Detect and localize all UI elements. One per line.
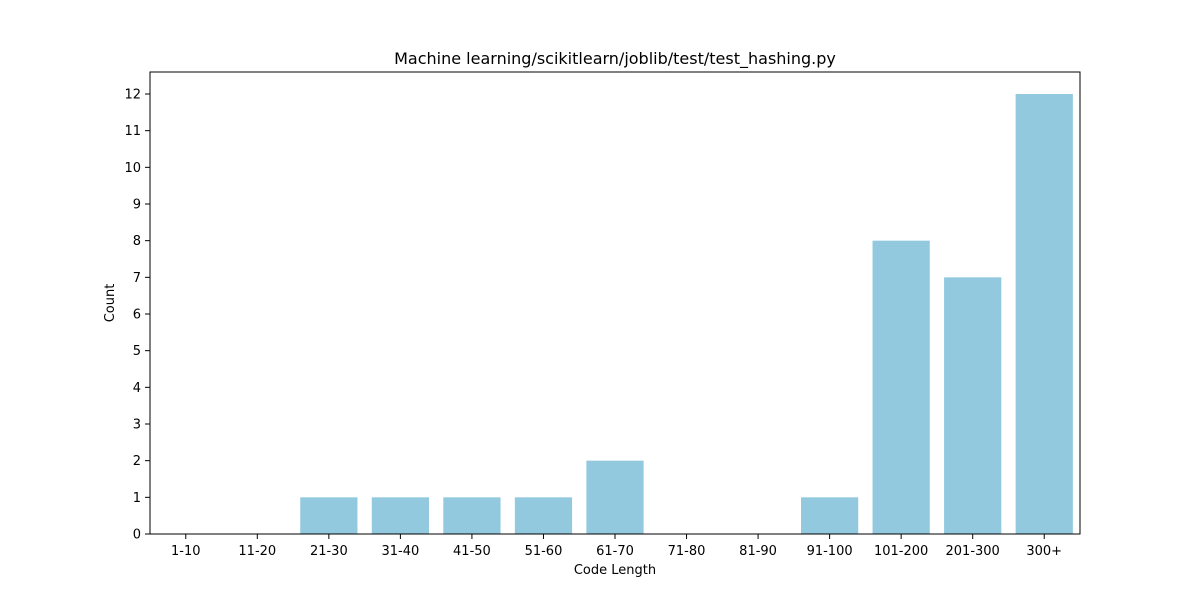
x-tick-label: 41-50 bbox=[453, 544, 491, 559]
x-tick-label: 21-30 bbox=[310, 544, 348, 559]
y-tick-label: 8 bbox=[133, 234, 141, 249]
x-axis: 1-10 11-20 21-30 31-40 41-50 51-60 61-70 71-80 8… bbox=[171, 534, 1062, 559]
x-tick-label: 11-20 bbox=[238, 544, 276, 559]
x-tick-label: 1-10 bbox=[171, 544, 201, 559]
y-tick-label: 2 bbox=[133, 454, 141, 469]
bar-101-200 bbox=[872, 240, 930, 535]
y-tick-label: 0 bbox=[133, 528, 141, 543]
x-tick-label: 61-70 bbox=[596, 544, 634, 559]
x-tick-label: 91-100 bbox=[807, 544, 853, 559]
chart-title: Machine learning/scikitlearn/joblib/test… bbox=[394, 49, 836, 69]
bar-300+ bbox=[1015, 94, 1073, 534]
bar-91-100 bbox=[801, 497, 859, 534]
x-tick-label: 101-200 bbox=[874, 544, 928, 559]
x-tick-label: 51-60 bbox=[525, 544, 563, 559]
bar-41-50 bbox=[443, 497, 501, 534]
x-tick-label: 201-300 bbox=[946, 544, 1000, 559]
x-axis-title: Code Length bbox=[574, 563, 656, 578]
x-tick-label: 300+ bbox=[1026, 544, 1062, 559]
y-tick-label: 3 bbox=[133, 418, 141, 433]
bar-51-60 bbox=[514, 497, 573, 534]
y-tick-label: 11 bbox=[124, 124, 141, 139]
bar-61-70 bbox=[586, 460, 644, 534]
y-tick-label: 6 bbox=[133, 308, 141, 323]
y-tick-label: 4 bbox=[133, 381, 141, 396]
bars-group bbox=[300, 94, 1073, 535]
x-tick-label: 81-90 bbox=[739, 544, 777, 559]
x-tick-label: 31-40 bbox=[381, 544, 419, 559]
y-tick-label: 9 bbox=[133, 198, 141, 213]
bar-21-30 bbox=[300, 497, 358, 534]
y-tick-label: 1 bbox=[133, 491, 141, 506]
bar-201-300 bbox=[944, 277, 1002, 534]
y-tick-label: 5 bbox=[133, 344, 141, 359]
bar-31-40 bbox=[371, 497, 429, 534]
y-tick-label: 7 bbox=[133, 271, 141, 286]
y-tick-label: 12 bbox=[124, 88, 141, 103]
y-tick-label: 10 bbox=[124, 161, 141, 176]
x-tick-label: 71-80 bbox=[668, 544, 706, 559]
y-axis-title: Count bbox=[103, 284, 118, 323]
